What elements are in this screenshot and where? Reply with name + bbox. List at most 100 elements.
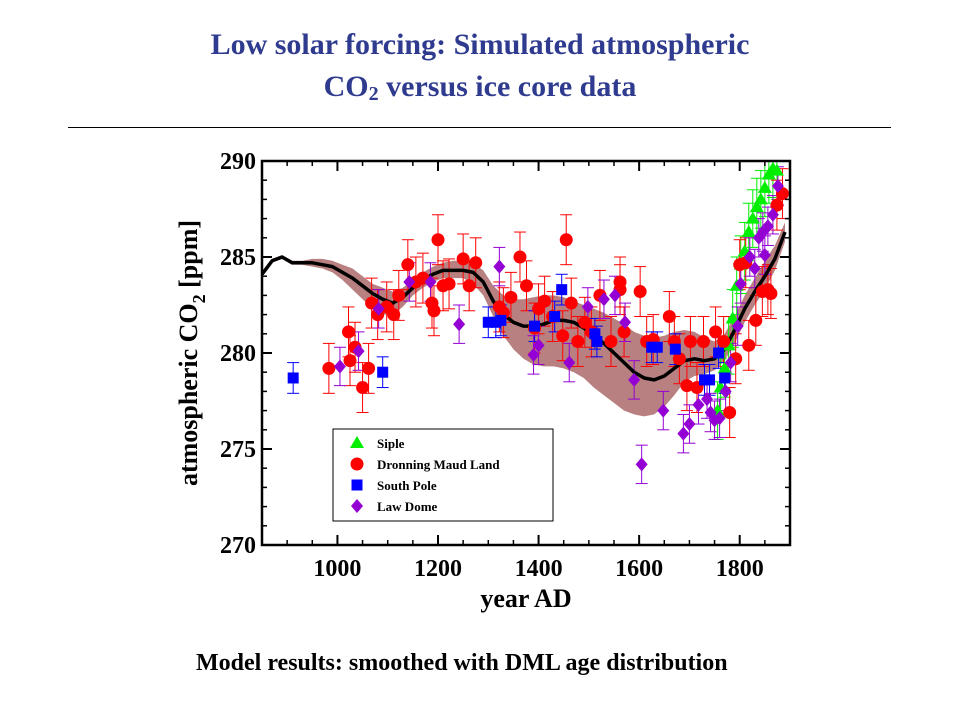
siple-point	[725, 311, 740, 324]
law-dome-point	[731, 319, 744, 334]
dronning-maud-land-point	[604, 334, 618, 348]
tick-layer: 1000 1200 1400 1600 1800 270 275 280 285 290	[220, 149, 791, 582]
siple-point	[753, 192, 768, 205]
y-axis-title: atmospheric CO2 [ppm]	[174, 220, 209, 486]
dronning-maud-land-point	[469, 256, 483, 270]
dronning-maud-land-point	[322, 361, 336, 375]
model-line-layer	[262, 231, 787, 382]
siple-point	[717, 361, 732, 374]
law-dome-point	[724, 355, 737, 370]
dronning-maud-land-point	[538, 294, 552, 308]
x-tick-label: 1400	[515, 556, 563, 582]
law-dome-point	[683, 417, 696, 432]
dronning-maud-land-point	[662, 310, 676, 324]
legend-label-siple: Siple	[377, 436, 405, 451]
dronning-maud-land-point	[362, 361, 376, 375]
south-pole-point	[704, 374, 716, 386]
legend-marker-dronning-maud-land	[350, 457, 364, 471]
law-dome-point	[766, 207, 779, 222]
law-dome-point	[532, 338, 545, 353]
title-line-2-pre: CO	[323, 70, 369, 103]
title-line-2-sub: 2	[368, 83, 379, 105]
x-axis-title: year AD	[480, 584, 571, 613]
dronning-maud-land-point	[401, 258, 415, 272]
dronning-maud-land-point	[442, 277, 456, 291]
south-pole-point	[669, 343, 681, 355]
title-line-2-post: versus ice core data	[378, 70, 637, 103]
law-dome-point	[758, 248, 771, 263]
dronning-maud-land-point	[764, 286, 778, 300]
law-dome-point	[333, 359, 346, 374]
x-tick-label: 1200	[414, 556, 462, 582]
south-pole-point	[713, 347, 725, 359]
law-dome-point	[701, 392, 714, 407]
law-dome-point	[657, 403, 670, 418]
dronning-maud-land-point	[556, 329, 570, 343]
y-axis-title-post: [ppm]	[174, 220, 203, 294]
dronning-maud-land-point	[392, 288, 406, 302]
dronning-maud-land-point	[356, 381, 370, 395]
south-pole-point	[646, 341, 658, 353]
y-axis-title-sub: 2	[189, 294, 209, 303]
legend-label-law-dome: Law Dome	[377, 499, 438, 514]
south-pole-point	[495, 314, 507, 326]
south-pole-point	[529, 320, 541, 332]
dronning-maud-land-point	[723, 406, 737, 420]
slide-title: Low solar forcing: Simulated atmospheric…	[0, 24, 960, 108]
legend-marker-south-pole	[351, 479, 363, 491]
legend-box	[332, 428, 554, 522]
law-dome-point	[771, 178, 784, 193]
law-dome-point	[563, 355, 576, 370]
law-dome-point	[527, 347, 540, 362]
law-dome-point	[619, 315, 632, 330]
law-dome-point	[352, 344, 365, 359]
law-dome-point	[719, 384, 732, 399]
dronning-maud-land-point	[697, 334, 711, 348]
dronning-maud-land-point	[564, 296, 578, 310]
title-line-1: Low solar forcing: Simulated atmospheric	[210, 28, 750, 61]
siple-point	[757, 180, 772, 193]
dronning-maud-land-point	[462, 279, 476, 293]
law-dome-point	[424, 274, 437, 289]
dronning-maud-land-point	[683, 334, 697, 348]
dronning-maud-land-point	[680, 379, 694, 393]
law-dome-point	[597, 292, 610, 307]
law-dome-point	[748, 261, 761, 276]
law-dome-point	[453, 317, 466, 332]
law-dome-point	[677, 426, 690, 441]
dronning-maud-land-point	[513, 250, 527, 264]
south-pole-point	[591, 335, 603, 347]
south-pole-point	[549, 311, 561, 323]
law-dome-point	[581, 299, 594, 314]
dronning-maud-land-point	[520, 279, 534, 293]
south-pole-point	[377, 366, 389, 378]
siple-point	[749, 200, 764, 213]
south-pole-point	[287, 372, 299, 384]
dronning-maud-land-point	[559, 233, 573, 247]
south-pole-point	[589, 328, 601, 340]
y-tick-label: 275	[220, 437, 256, 463]
dronning-maud-land-point	[571, 334, 585, 348]
south-pole-point	[556, 284, 568, 296]
siple-point	[745, 211, 760, 224]
legend-label-dronning-maud-land: Dronning Maud Land	[377, 457, 500, 472]
legend-marker-siple	[350, 436, 364, 448]
marker-layer	[287, 161, 789, 472]
dronning-maud-land-point	[749, 313, 763, 327]
x-tick-label: 1000	[313, 556, 361, 582]
model-range-layer	[262, 222, 785, 417]
y-tick-label: 270	[220, 533, 256, 559]
y-tick-label: 285	[220, 245, 256, 271]
legend-label-south-pole: South Pole	[377, 478, 437, 493]
dronning-maud-land-point	[427, 304, 441, 318]
law-dome-point	[628, 372, 641, 387]
law-dome-point	[372, 301, 385, 316]
y-tick-label: 290	[220, 149, 256, 175]
model-range-band	[262, 222, 785, 417]
dronning-maud-land-point	[343, 354, 357, 368]
dronning-maud-land-point	[341, 325, 355, 339]
siple-point	[741, 225, 756, 238]
law-dome-point	[635, 457, 648, 472]
law-dome-point	[713, 411, 726, 426]
dronning-maud-land-point	[578, 315, 592, 329]
